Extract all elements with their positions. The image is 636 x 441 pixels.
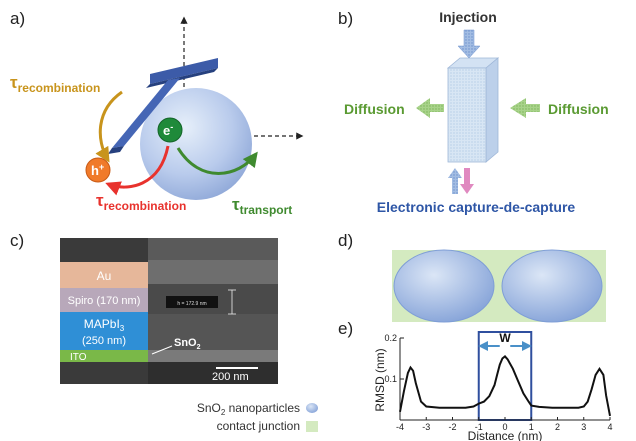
diffusion-left-label: Diffusion bbox=[344, 101, 405, 117]
tau-recombination-top: τrecombination bbox=[10, 73, 100, 95]
layer-au-label: Au bbox=[97, 269, 112, 283]
rmsd-chart: 0.1 0.2 -4 -3 -2 -1 0 1 2 3 4 W bbox=[384, 331, 613, 432]
panel-d-label: d) bbox=[338, 231, 353, 250]
panel-c-label: c) bbox=[10, 231, 24, 250]
layer-mapbi3-thickness: (250 nm) bbox=[82, 335, 126, 347]
electrode-plate bbox=[108, 58, 218, 154]
legend-item-nanoparticles: SnO2 nanoparticles bbox=[197, 401, 300, 417]
measurement-box bbox=[166, 296, 218, 308]
injection-arrow bbox=[457, 29, 481, 59]
scale-bar-label: 200 nm bbox=[212, 371, 249, 383]
x-tick-label: 3 bbox=[581, 422, 586, 432]
sno2-label: SnO2 bbox=[174, 337, 201, 351]
legend-junction-swatch bbox=[306, 421, 318, 432]
hole-particle bbox=[85, 157, 111, 183]
y-tick-label: 0.1 bbox=[384, 374, 397, 384]
panel-b: b) Injection Diffusion Diffusion Electro… bbox=[338, 9, 609, 215]
diffusion-right-label: Diffusion bbox=[548, 101, 609, 117]
panel-d: d) bbox=[338, 231, 606, 323]
transport-arrow bbox=[176, 147, 258, 175]
nanoparticle-right bbox=[501, 249, 603, 323]
capture-up-arrow bbox=[448, 168, 462, 194]
x-tick-label: -3 bbox=[422, 422, 430, 432]
legend-nanoparticle-swatch bbox=[306, 403, 318, 413]
layer-ito bbox=[60, 350, 148, 362]
layer-spiro bbox=[60, 288, 148, 312]
panel-a: a) τrecombination h+ e- τr bbox=[10, 9, 304, 217]
decapture-down-arrow bbox=[460, 168, 474, 194]
tau-transport: τtransport bbox=[232, 195, 292, 217]
nanoparticle-left bbox=[393, 249, 495, 323]
chart-xlabel: Distance (nm) bbox=[468, 429, 543, 441]
x-tick-label: -2 bbox=[448, 422, 456, 432]
electron-particle bbox=[157, 117, 183, 143]
panel-b-label: b) bbox=[338, 9, 353, 28]
hole-label: h+ bbox=[91, 162, 104, 178]
sno2-pointer bbox=[151, 345, 173, 355]
layer-spiro-label: Spiro (170 nm) bbox=[68, 295, 141, 307]
x-tick-label: 2 bbox=[555, 422, 560, 432]
x-tick-label: -4 bbox=[396, 422, 404, 432]
capture-label: Electronic capture-de-capture bbox=[377, 199, 576, 215]
diffusion-left-arrow bbox=[416, 98, 444, 118]
recombination-arrow-top bbox=[95, 90, 123, 163]
measurement-text: h = 172.9 nm bbox=[177, 301, 206, 307]
tau-recombination-bottom: τrecombination bbox=[96, 191, 186, 213]
panel-a-label: a) bbox=[10, 9, 25, 28]
layer-au bbox=[60, 262, 148, 288]
layer-mapbi3 bbox=[60, 312, 148, 350]
electron-label: e- bbox=[163, 122, 173, 138]
legend-item-junction: contact junction bbox=[217, 419, 300, 433]
panel-e-label: e) bbox=[338, 319, 353, 338]
chart-ylabel: RMSD (nm) bbox=[373, 348, 387, 411]
injection-label: Injection bbox=[439, 9, 497, 25]
x-tick-label: 1 bbox=[529, 422, 534, 432]
panel-e: e) 0.1 0.2 -4 -3 -2 -1 0 1 2 3 4 W RMSD (nm) Distan… bbox=[338, 319, 613, 441]
recombination-arrow-bottom bbox=[105, 145, 170, 196]
y-tick-label: 0.2 bbox=[384, 333, 397, 343]
layer-ito-label: ITO bbox=[70, 352, 87, 363]
material-cube bbox=[446, 57, 500, 163]
legend: SnO2 nanoparticles contact junction bbox=[197, 401, 318, 433]
diffusion-right-arrow bbox=[510, 98, 540, 118]
rmsd-series-line bbox=[399, 355, 611, 417]
x-tick-label: 4 bbox=[607, 422, 612, 432]
w-label: W bbox=[499, 331, 511, 345]
panel-c: c) Au Spiro (170 nm) MAPbI3 (250 nm) ITO… bbox=[10, 231, 278, 384]
x-tick-label: 0 bbox=[502, 422, 507, 432]
x-tick-label: -1 bbox=[475, 422, 483, 432]
layer-mapbi3-label: MAPbI3 bbox=[84, 317, 125, 333]
